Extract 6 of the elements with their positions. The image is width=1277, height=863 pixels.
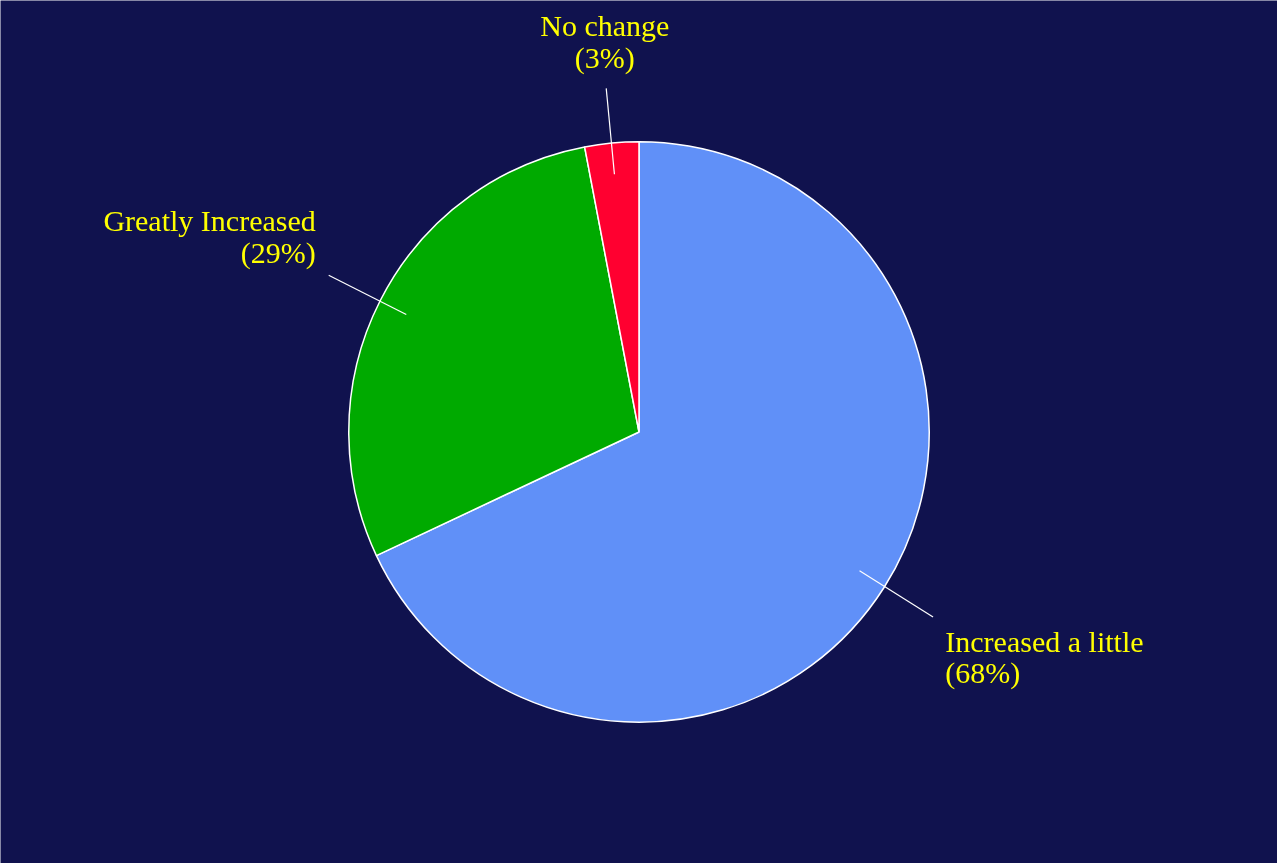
slice-label: Greatly Increased	[103, 204, 316, 238]
data-label: (29%)	[240, 235, 316, 270]
data-label: (68%)	[945, 656, 1021, 691]
slice-label: Increased a little	[945, 624, 1144, 658]
slice-label: No change	[540, 9, 670, 43]
data-label: (3%)	[574, 41, 635, 76]
